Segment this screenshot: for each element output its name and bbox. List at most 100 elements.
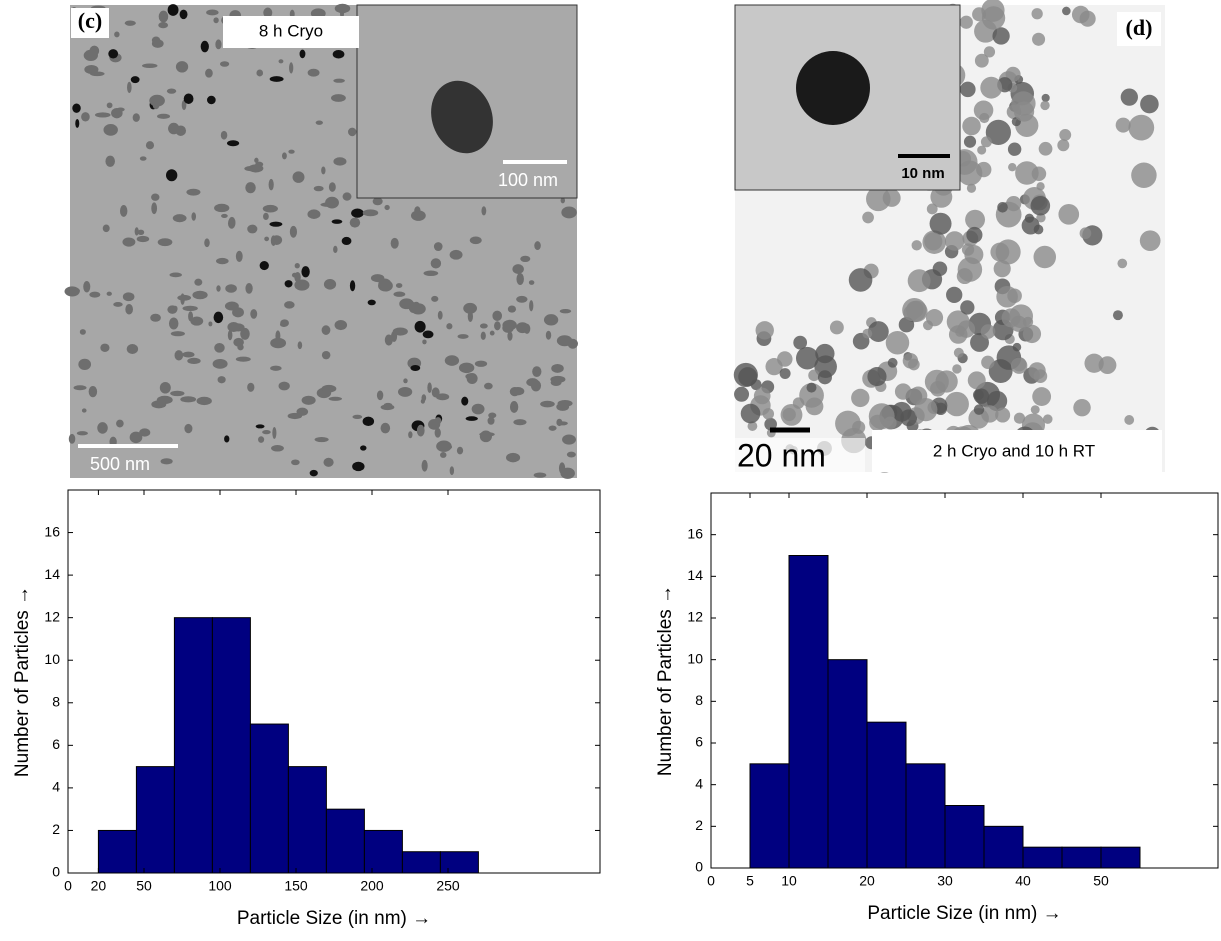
particle: [494, 321, 501, 330]
particle: [161, 458, 173, 464]
particle: [945, 392, 969, 416]
bar: [136, 767, 174, 873]
particle: [206, 10, 218, 16]
particle: [1013, 343, 1022, 352]
particle: [173, 214, 187, 222]
particle: [1032, 33, 1045, 46]
particle: [264, 237, 269, 242]
particle: [763, 408, 775, 420]
particle: [1117, 259, 1127, 269]
particle: [159, 11, 169, 23]
particle: [434, 242, 443, 251]
particle: [173, 306, 177, 311]
particle: [288, 413, 302, 419]
particle: [427, 382, 431, 393]
particle: [1062, 7, 1071, 16]
particle: [466, 416, 478, 421]
particle: [526, 378, 539, 386]
particle: [422, 339, 426, 344]
particle: [481, 332, 486, 340]
particle: [332, 219, 343, 224]
particle: [352, 462, 364, 471]
y-tick-label: 12: [44, 608, 60, 624]
particle: [1031, 405, 1040, 414]
particle: [1057, 139, 1069, 151]
particle: [1034, 225, 1044, 235]
particle: [1014, 101, 1034, 121]
particle: [914, 398, 937, 421]
particle: [84, 50, 98, 61]
particle: [981, 356, 994, 369]
y-tick-label: 16: [687, 525, 703, 541]
particle: [958, 320, 975, 337]
particle: [516, 296, 527, 303]
particle: [954, 348, 964, 358]
particle: [923, 320, 933, 330]
particle: [291, 459, 300, 465]
bar: [867, 722, 906, 868]
y-axis-label: Number of Particles →: [12, 586, 33, 777]
particle: [247, 383, 254, 392]
particle: [186, 189, 200, 196]
particle: [205, 69, 213, 78]
particle: [342, 237, 352, 245]
particle: [100, 344, 109, 352]
particle: [214, 204, 229, 212]
particle: [1011, 358, 1027, 374]
particle: [333, 157, 346, 165]
particle: [180, 396, 196, 402]
particle: [445, 355, 459, 366]
particle: [835, 411, 861, 437]
particle: [1008, 142, 1021, 155]
particle: [272, 427, 276, 439]
particle: [69, 434, 76, 444]
particle: [440, 452, 446, 458]
y-tick-label: 0: [52, 864, 60, 880]
particle: [333, 246, 337, 253]
particle: [428, 419, 440, 430]
inset-scale-label: 10 nm: [901, 165, 944, 182]
particle: [520, 256, 530, 262]
particle: [1121, 88, 1138, 105]
particle: [158, 238, 173, 246]
particle: [981, 136, 992, 147]
particle: [325, 197, 339, 209]
particle: [290, 226, 297, 238]
particle: [1099, 356, 1117, 374]
particle: [507, 331, 512, 340]
particle: [1028, 362, 1045, 379]
particle: [869, 415, 886, 432]
particle: [1007, 288, 1022, 303]
particle: [777, 351, 792, 366]
y-axis-label: Number of Particles →: [655, 585, 676, 776]
particle: [567, 452, 576, 458]
particle: [294, 272, 300, 282]
particle: [974, 101, 994, 121]
particle: [322, 351, 330, 359]
figure: 100 nm (c) 8 h Cryo 500 nm 10 nm (d) 20 …: [0, 0, 1221, 936]
particle: [463, 303, 477, 314]
bar: [288, 767, 326, 873]
bar: [984, 826, 1023, 868]
particle: [423, 271, 438, 276]
particle: [984, 46, 995, 57]
particle: [321, 385, 336, 393]
particle: [310, 470, 318, 477]
particle: [298, 341, 303, 349]
particle: [256, 424, 265, 428]
page: 100 nm (c) 8 h Cryo 500 nm 10 nm (d) 20 …: [0, 0, 1221, 941]
y-tick-label: 8: [52, 693, 60, 709]
particle: [431, 296, 438, 302]
particle: [105, 156, 115, 167]
particle: [214, 312, 224, 323]
particle: [269, 222, 282, 227]
particle: [184, 93, 194, 103]
particle: [995, 407, 1010, 422]
particle: [176, 61, 188, 72]
particle: [216, 285, 220, 291]
particle: [279, 382, 290, 391]
particle: [279, 59, 284, 63]
particle: [270, 338, 286, 348]
particle: [990, 243, 1009, 262]
particle: [981, 324, 996, 339]
